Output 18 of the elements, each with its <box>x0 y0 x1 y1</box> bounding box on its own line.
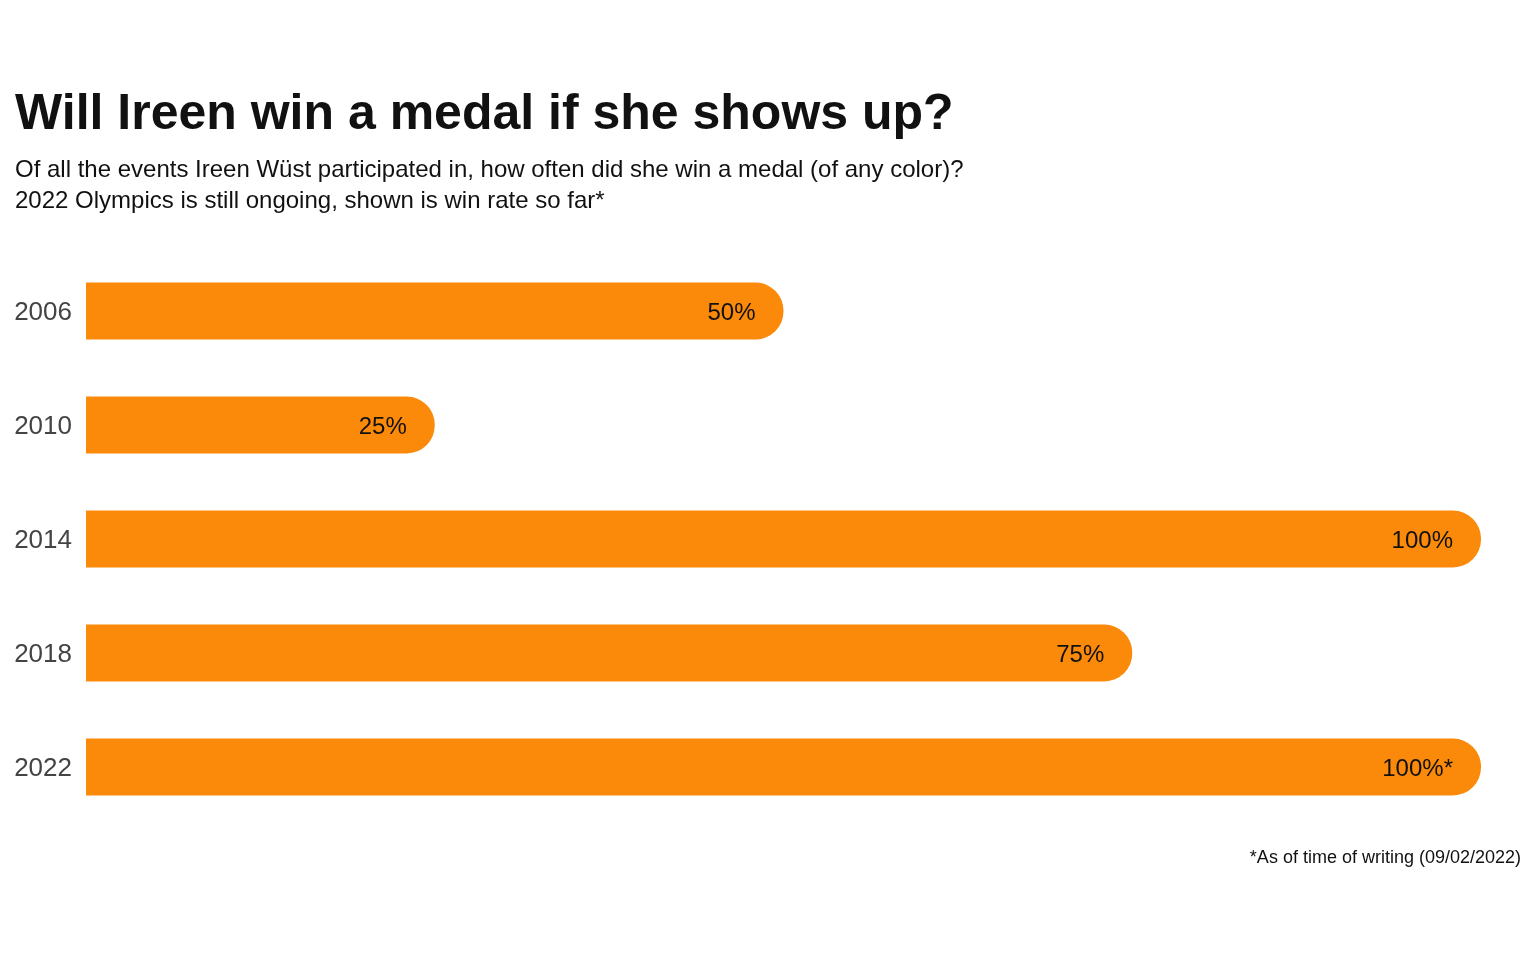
y-tick-label: 2022 <box>14 752 72 782</box>
chart-subtitle: Of all the events Ireen Wüst participated in, how often did she win a medal (of any color)? 2022 Olympics is still ongoing, shown is win rate so far* <box>15 155 964 213</box>
bar <box>86 282 784 340</box>
bar <box>86 624 1133 682</box>
data-label: 75% <box>1056 639 1105 667</box>
bar <box>86 738 1481 796</box>
y-tick-label: 2014 <box>14 524 72 554</box>
data-label: 50% <box>707 297 756 325</box>
bar <box>86 510 1481 568</box>
data-label: 100%* <box>1382 753 1453 781</box>
y-tick-label: 2010 <box>14 410 72 440</box>
chart-title: Will Ireen win a medal if she shows up? <box>15 84 954 140</box>
y-tick-label: 2006 <box>14 296 72 326</box>
bar <box>86 396 435 454</box>
y-tick-label: 2018 <box>14 638 72 668</box>
data-label: 100% <box>1391 525 1453 553</box>
data-label: 25% <box>358 411 407 439</box>
text: *As of time of writing (09/02/2022) <box>1249 847 1522 867</box>
